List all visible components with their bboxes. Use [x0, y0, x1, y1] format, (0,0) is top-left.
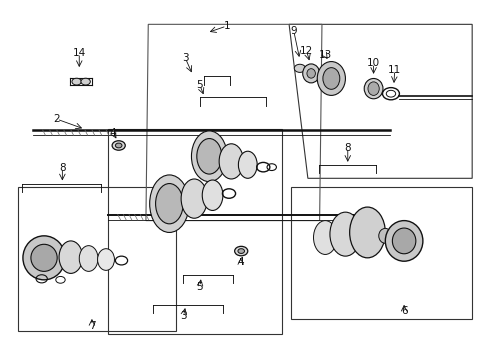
Text: 4: 4	[237, 257, 244, 267]
Ellipse shape	[155, 184, 183, 224]
Ellipse shape	[238, 151, 257, 178]
Text: 4: 4	[109, 128, 116, 138]
Bar	[291, 187, 471, 319]
Text: 10: 10	[366, 58, 379, 68]
Ellipse shape	[329, 212, 360, 256]
Bar	[18, 187, 176, 330]
Ellipse shape	[196, 139, 222, 174]
Ellipse shape	[385, 221, 422, 261]
Text: 8: 8	[59, 163, 65, 173]
Text: 6: 6	[400, 306, 407, 316]
Ellipse shape	[349, 207, 385, 258]
Text: 8: 8	[344, 143, 350, 153]
Text: 11: 11	[387, 65, 401, 75]
Text: 14: 14	[73, 48, 86, 58]
Ellipse shape	[378, 228, 391, 243]
Circle shape	[234, 246, 247, 256]
Ellipse shape	[202, 180, 223, 211]
Ellipse shape	[191, 131, 226, 182]
Ellipse shape	[391, 228, 415, 254]
Text: 3: 3	[182, 53, 188, 63]
Ellipse shape	[306, 69, 315, 78]
Text: 2: 2	[53, 114, 60, 124]
Text: 12: 12	[299, 46, 312, 56]
Ellipse shape	[313, 221, 336, 255]
Circle shape	[81, 78, 90, 85]
Ellipse shape	[79, 246, 98, 271]
Ellipse shape	[367, 82, 379, 95]
Ellipse shape	[149, 175, 189, 233]
Text: 9: 9	[290, 26, 297, 36]
Ellipse shape	[59, 241, 82, 273]
Circle shape	[294, 64, 305, 72]
Ellipse shape	[181, 179, 207, 218]
Circle shape	[112, 141, 125, 150]
Ellipse shape	[317, 62, 345, 95]
Text: 13: 13	[318, 50, 331, 60]
Circle shape	[238, 249, 244, 253]
Ellipse shape	[23, 236, 65, 280]
Ellipse shape	[302, 64, 319, 83]
Ellipse shape	[364, 78, 382, 99]
Circle shape	[115, 143, 122, 148]
Text: 5: 5	[196, 282, 203, 292]
Ellipse shape	[98, 249, 114, 270]
Circle shape	[72, 78, 81, 85]
Text: 5: 5	[196, 80, 203, 90]
Text: 1: 1	[223, 21, 229, 31]
Text: 3: 3	[180, 311, 186, 321]
Ellipse shape	[31, 244, 57, 271]
Ellipse shape	[322, 68, 339, 89]
Ellipse shape	[219, 144, 243, 179]
Text: 7: 7	[88, 320, 95, 330]
